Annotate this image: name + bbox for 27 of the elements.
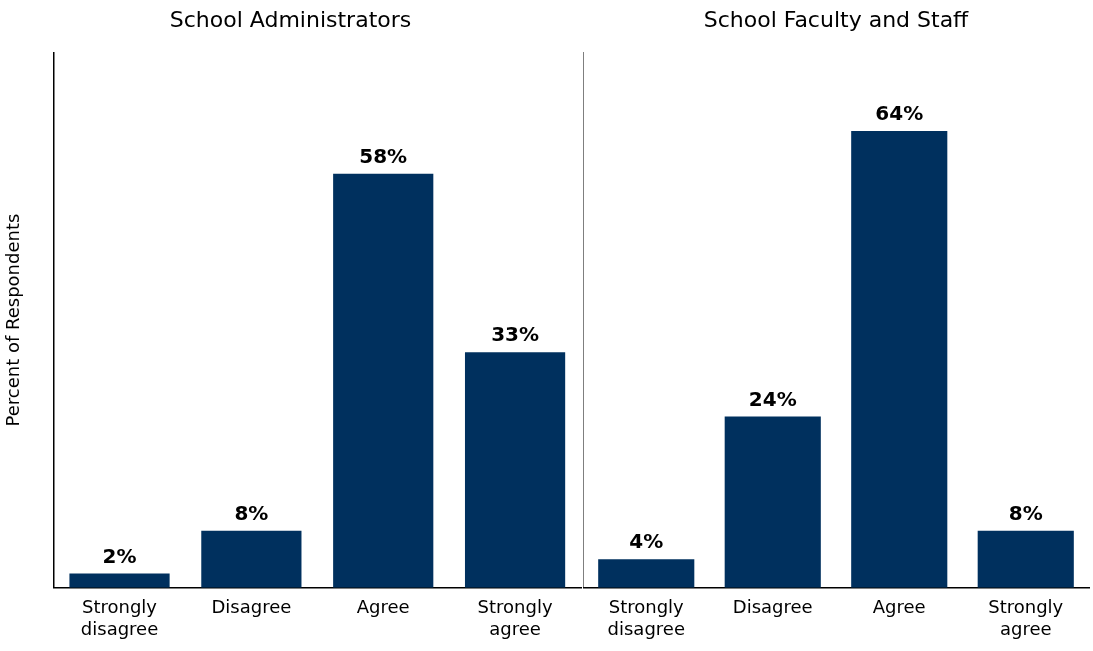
bar [724,416,821,588]
y-axis-title: Percent of Respondents [2,213,24,427]
bar [333,173,434,588]
data-label: 64% [875,101,924,126]
bar [201,530,302,588]
x-tick-label: Strongly agree [988,596,1064,639]
x-tick-label: Agree [356,596,410,618]
data-label: 24% [748,386,797,411]
bar [464,352,566,588]
bar [69,573,170,588]
x-tick-label: Strongly disagree [80,596,159,639]
data-label: 33% [491,322,540,347]
data-label: 8% [234,500,269,525]
chart-title: School Faculty and Staff [703,6,970,32]
bar [598,559,695,588]
x-tick-label: Strongly agree [477,596,553,639]
data-label: 2% [102,543,137,568]
x-tick-label: Agree [872,596,926,618]
x-tick-label: Strongly disagree [607,596,685,639]
chart-title: School Administrators [169,6,412,32]
data-label: 8% [1008,500,1043,525]
data-label: 4% [629,529,664,554]
bar [851,130,948,588]
data-label: 58% [359,143,408,168]
x-tick-label: Disagree [732,596,813,618]
x-tick-label: Disagree [211,596,292,618]
bar [977,530,1074,588]
